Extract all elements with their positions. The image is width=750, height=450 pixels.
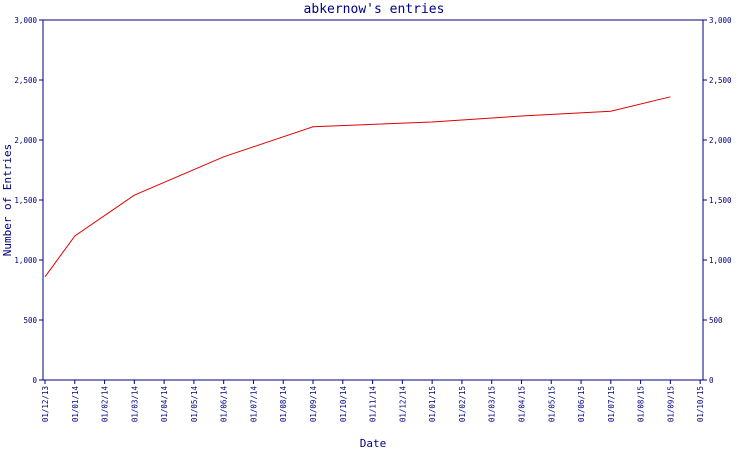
y-tick-label-left: 0 <box>32 376 37 385</box>
x-tick-label: 01/04/14 <box>160 386 169 423</box>
x-tick-label: 01/05/15 <box>547 386 556 422</box>
x-axis-label: Date <box>360 437 387 450</box>
x-tick-label: 01/06/14 <box>220 386 229 423</box>
x-tick-label: 01/07/15 <box>607 386 616 422</box>
x-tick-label: 01/12/13 <box>41 386 50 422</box>
y-tick-label-right: 3,000 <box>709 16 732 25</box>
x-tick-label: 01/08/14 <box>279 386 288 423</box>
x-tick-label: 01/03/14 <box>130 386 139 423</box>
y-tick-label-left: 2,000 <box>14 136 37 145</box>
y-tick-label-right: 1,500 <box>709 196 732 205</box>
plot-area <box>42 19 704 381</box>
x-tick-label: 01/02/15 <box>458 386 467 422</box>
y-axis-left: 0 500 1,000 1,500 2,000 2,500 3,000 <box>14 16 43 385</box>
y-tick-label-right: 1,000 <box>709 256 732 265</box>
y-axis-label: Number of Entries <box>1 144 14 257</box>
y-tick-label-left: 2,500 <box>14 76 37 85</box>
x-tick-label: 01/08/15 <box>637 386 646 422</box>
x-tick-label: 01/03/15 <box>488 386 497 422</box>
y-tick-label-right: 0 <box>709 376 714 385</box>
y-tick-label-left: 1,500 <box>14 196 37 205</box>
x-tick-label: 01/06/15 <box>577 386 586 422</box>
y-tick-label-left: 3,000 <box>14 16 37 25</box>
y-tick-label-right: 500 <box>709 316 723 325</box>
y-axis-right: 0 500 1,000 1,500 2,000 2,500 3,000 <box>703 16 732 385</box>
y-tick-label-right: 2,000 <box>709 136 732 145</box>
x-tick-label: 01/05/14 <box>190 386 199 423</box>
y-tick-label-left: 1,000 <box>14 256 37 265</box>
x-tick-label: 01/02/14 <box>101 386 110 423</box>
series-group <box>44 96 671 278</box>
x-tick-label: 01/07/14 <box>249 386 258 423</box>
x-tick-label: 01/10/15 <box>696 386 705 422</box>
x-axis: 01/12/13 01/01/14 01/02/14 01/03/14 01/04/14… <box>41 380 705 422</box>
x-tick-label: 01/01/14 <box>71 386 80 423</box>
x-tick-label: 01/12/14 <box>398 386 407 423</box>
x-tick-label: 01/09/14 <box>309 386 318 423</box>
x-tick-label: 01/09/15 <box>666 386 675 422</box>
y-tick-label-right: 2,500 <box>709 76 732 85</box>
x-tick-label: 01/10/14 <box>339 386 348 423</box>
x-tick-label: 01/04/15 <box>517 386 526 422</box>
x-tick-label: 01/11/14 <box>369 386 378 423</box>
x-tick-label: 01/01/15 <box>428 386 437 422</box>
y-tick-label-left: 500 <box>23 316 37 325</box>
series-line <box>44 96 671 278</box>
chart-title: abkernow's entries <box>304 2 445 17</box>
